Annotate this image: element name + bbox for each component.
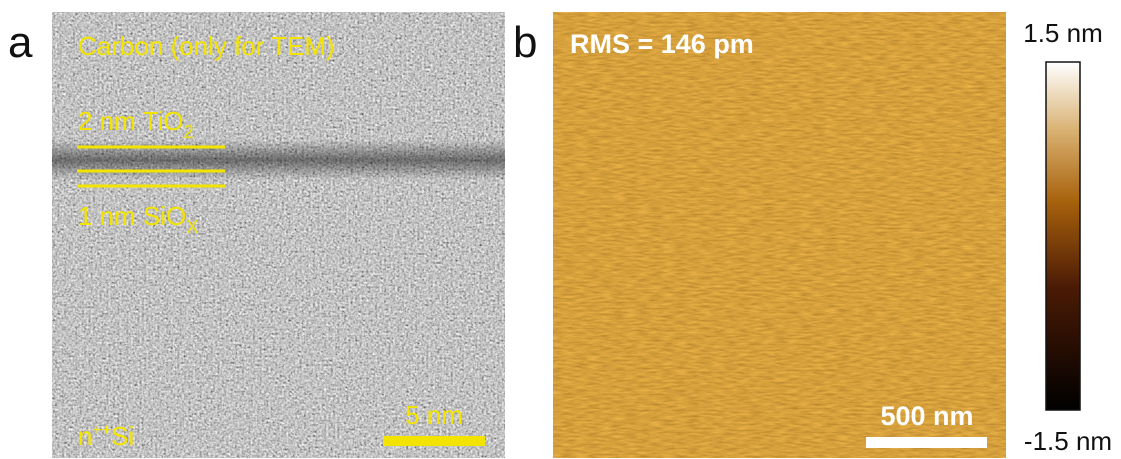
si-prefix: n (78, 421, 92, 451)
scale-bar (866, 437, 987, 448)
si-text: Si (111, 421, 134, 451)
si-sup: ++ (92, 422, 111, 439)
panel-label: a (8, 18, 33, 67)
figure: a Carbon (only for TEM) 2 nm TiO2 1 nm S… (0, 0, 1121, 459)
rms-label: RMS = 146 pm (570, 29, 754, 59)
tio2-text: 2 nm TiO (78, 106, 183, 136)
colorbar-min: -1.5 nm (1024, 426, 1112, 456)
colorbar (1046, 62, 1080, 410)
siox-text: 1 nm SiO (78, 201, 186, 231)
panel-label: b (513, 18, 537, 67)
scale-bar (383, 436, 485, 446)
carbon-label: Carbon (only for TEM) (78, 31, 335, 61)
colorbar-max: 1.5 nm (1023, 18, 1103, 48)
tem-image (52, 12, 505, 458)
tio2-sub: 2 (183, 122, 193, 142)
afm-image (553, 12, 1006, 458)
scale-label: 5 nm (405, 400, 463, 430)
siox-sub: X (186, 217, 198, 237)
scale-label: 500 nm (880, 401, 973, 431)
